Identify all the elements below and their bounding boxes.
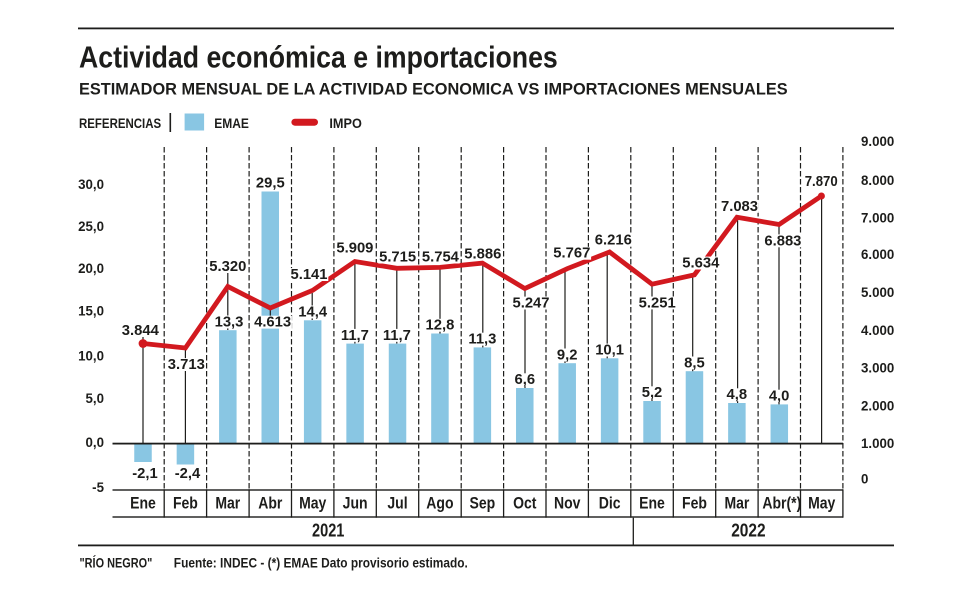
- svg-text:Mar: Mar: [215, 494, 240, 512]
- svg-text:Oct: Oct: [513, 494, 536, 512]
- svg-text:6.883: 6.883: [764, 233, 801, 249]
- svg-text:10,1: 10,1: [595, 343, 624, 359]
- svg-text:0: 0: [861, 471, 868, 486]
- svg-text:Ago: Ago: [426, 494, 453, 512]
- svg-text:29,5: 29,5: [256, 176, 285, 192]
- svg-text:ESTIMADOR MENSUAL DE LA ACTIVI: ESTIMADOR MENSUAL DE LA ACTIVIDAD ECONOM…: [79, 80, 788, 98]
- svg-text:May: May: [299, 494, 327, 512]
- svg-text:5.886: 5.886: [464, 246, 501, 262]
- svg-text:7.000: 7.000: [861, 210, 894, 225]
- svg-text:3.000: 3.000: [861, 360, 894, 375]
- svg-text:7.870: 7.870: [805, 172, 838, 189]
- svg-text:5.909: 5.909: [336, 241, 373, 257]
- svg-text:14,4: 14,4: [298, 304, 328, 320]
- svg-text:5,0: 5,0: [86, 391, 104, 406]
- svg-text:Jun: Jun: [343, 494, 368, 512]
- svg-text:9,2: 9,2: [557, 347, 578, 363]
- svg-text:Fuente: INDEC - (*) EMAE Dato: Fuente: INDEC - (*) EMAE Dato provisorio…: [174, 555, 468, 571]
- svg-text:REFERENCIAS: REFERENCIAS: [79, 116, 161, 131]
- svg-text:11,3: 11,3: [468, 332, 496, 348]
- svg-text:8,5: 8,5: [684, 355, 705, 371]
- svg-text:Jul: Jul: [387, 494, 407, 512]
- svg-text:Feb: Feb: [682, 494, 707, 512]
- svg-text:-2,4: -2,4: [175, 466, 201, 482]
- svg-text:Actividad económica e importac: Actividad económica e importaciones: [79, 41, 558, 75]
- svg-text:Feb: Feb: [173, 494, 198, 512]
- svg-text:2022: 2022: [731, 520, 765, 540]
- svg-text:Ene: Ene: [639, 494, 665, 512]
- svg-text:Dic: Dic: [599, 494, 621, 512]
- svg-text:5.715: 5.715: [379, 250, 416, 266]
- svg-text:11,7: 11,7: [341, 328, 369, 344]
- svg-text:Abr: Abr: [258, 494, 282, 512]
- svg-text:3.713: 3.713: [168, 357, 205, 373]
- svg-text:4.613: 4.613: [254, 315, 291, 331]
- svg-text:6.000: 6.000: [861, 247, 894, 262]
- svg-text:IMPO: IMPO: [329, 115, 361, 130]
- svg-text:2021: 2021: [312, 521, 344, 541]
- svg-text:Ene: Ene: [130, 494, 156, 512]
- svg-text:"RÍO NEGRO": "RÍO NEGRO": [80, 554, 153, 571]
- svg-text:5.000: 5.000: [861, 285, 894, 300]
- svg-text:-5: -5: [92, 480, 104, 495]
- svg-text:5,2: 5,2: [642, 385, 663, 401]
- svg-text:May: May: [808, 494, 836, 512]
- svg-text:5.767: 5.767: [553, 246, 590, 262]
- svg-text:9.000: 9.000: [861, 134, 894, 149]
- svg-text:5.247: 5.247: [512, 296, 549, 312]
- svg-text:Abr(*): Abr(*): [762, 494, 801, 512]
- svg-text:Nov: Nov: [554, 494, 581, 512]
- svg-text:4.000: 4.000: [861, 323, 894, 338]
- svg-text:10,0: 10,0: [78, 349, 104, 364]
- svg-text:4,0: 4,0: [769, 389, 790, 405]
- svg-text:6,6: 6,6: [515, 372, 536, 388]
- svg-text:12,8: 12,8: [425, 318, 454, 334]
- svg-text:5.141: 5.141: [290, 267, 327, 283]
- svg-text:7.083: 7.083: [721, 199, 758, 215]
- svg-text:3.844: 3.844: [122, 323, 160, 339]
- svg-text:5.634: 5.634: [682, 256, 720, 272]
- svg-text:15,0: 15,0: [78, 303, 104, 318]
- svg-text:30,0: 30,0: [78, 177, 104, 192]
- svg-text:13,3: 13,3: [215, 314, 244, 330]
- svg-text:11,7: 11,7: [383, 328, 411, 344]
- svg-text:-2,1: -2,1: [132, 466, 158, 482]
- svg-text:25,0: 25,0: [78, 219, 104, 234]
- svg-text:EMAE: EMAE: [214, 115, 249, 131]
- svg-text:Sep: Sep: [470, 494, 496, 512]
- svg-text:5.754: 5.754: [422, 250, 460, 266]
- svg-text:1.000: 1.000: [861, 436, 894, 451]
- svg-text:6.216: 6.216: [595, 233, 632, 249]
- svg-text:4,8: 4,8: [727, 387, 748, 403]
- svg-text:5.320: 5.320: [209, 259, 246, 275]
- svg-text:Mar: Mar: [724, 494, 749, 512]
- svg-text:0,0: 0,0: [86, 435, 104, 450]
- svg-text:5.251: 5.251: [639, 295, 676, 311]
- svg-text:8.000: 8.000: [861, 173, 894, 188]
- svg-text:2.000: 2.000: [861, 398, 894, 413]
- svg-text:20,0: 20,0: [78, 261, 104, 276]
